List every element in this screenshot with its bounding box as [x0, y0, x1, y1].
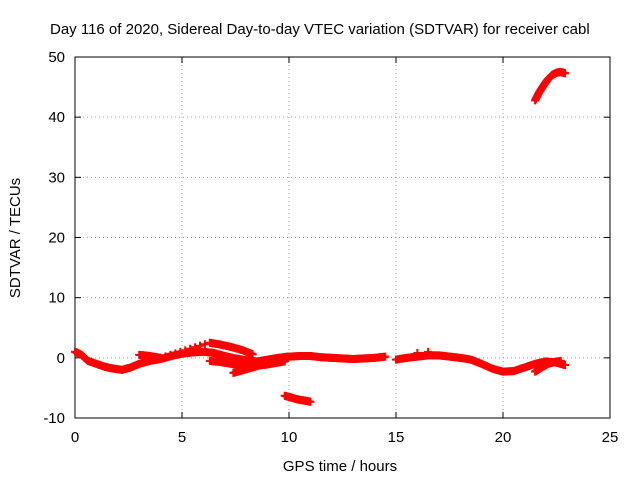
series-band-late-branch: [531, 356, 565, 376]
y-axis-label: SDTVAR / TECUs: [7, 178, 24, 298]
x-tick-label: 25: [602, 429, 619, 446]
data-point: [413, 349, 422, 358]
data-point: [156, 353, 165, 362]
x-tick-label: 15: [388, 429, 405, 446]
data-points: [71, 68, 570, 406]
y-tick-label: 40: [48, 109, 65, 126]
series-isolated-points: [413, 347, 433, 358]
y-tick-label: 10: [48, 290, 65, 307]
data-point: [181, 346, 190, 355]
data-point: [424, 347, 433, 356]
x-tick-label: 5: [178, 429, 186, 446]
axis-ticks: [74, 56, 611, 419]
series-band-middle-upper: [135, 338, 257, 362]
y-tick-label: 50: [48, 49, 65, 66]
data-point: [282, 352, 291, 361]
y-tick-label: 0: [57, 350, 65, 367]
x-tick-label: 20: [495, 429, 512, 446]
data-point: [200, 340, 209, 349]
x-tick-label: 0: [71, 429, 79, 446]
x-tick-label: 10: [281, 429, 298, 446]
x-axis-label: GPS time / hours: [283, 458, 397, 475]
data-point: [381, 352, 390, 361]
data-point: [176, 347, 185, 356]
data-point: [161, 352, 170, 361]
data-point: [195, 341, 204, 350]
y-tick-label: 20: [48, 230, 65, 247]
y-tick-label: 30: [48, 169, 65, 186]
data-point: [171, 349, 180, 358]
series-band-branch-low: [229, 352, 291, 377]
data-point: [561, 69, 570, 78]
series-branch-negative: [280, 391, 315, 406]
chart-title: Day 116 of 2020, Sidereal Day-to-day VTE…: [50, 21, 590, 38]
data-point: [186, 344, 195, 353]
data-point: [306, 397, 315, 406]
tick-labels: 0 5 10 15 20 25 -10 0 10 20 30 40 50: [43, 49, 618, 446]
data-point: [248, 350, 257, 359]
data-point: [556, 356, 565, 365]
data-point: [191, 343, 200, 352]
data-point: [561, 361, 570, 370]
data-point: [166, 350, 175, 359]
series-branch-high: [531, 68, 570, 105]
y-tick-label: -10: [43, 410, 65, 427]
